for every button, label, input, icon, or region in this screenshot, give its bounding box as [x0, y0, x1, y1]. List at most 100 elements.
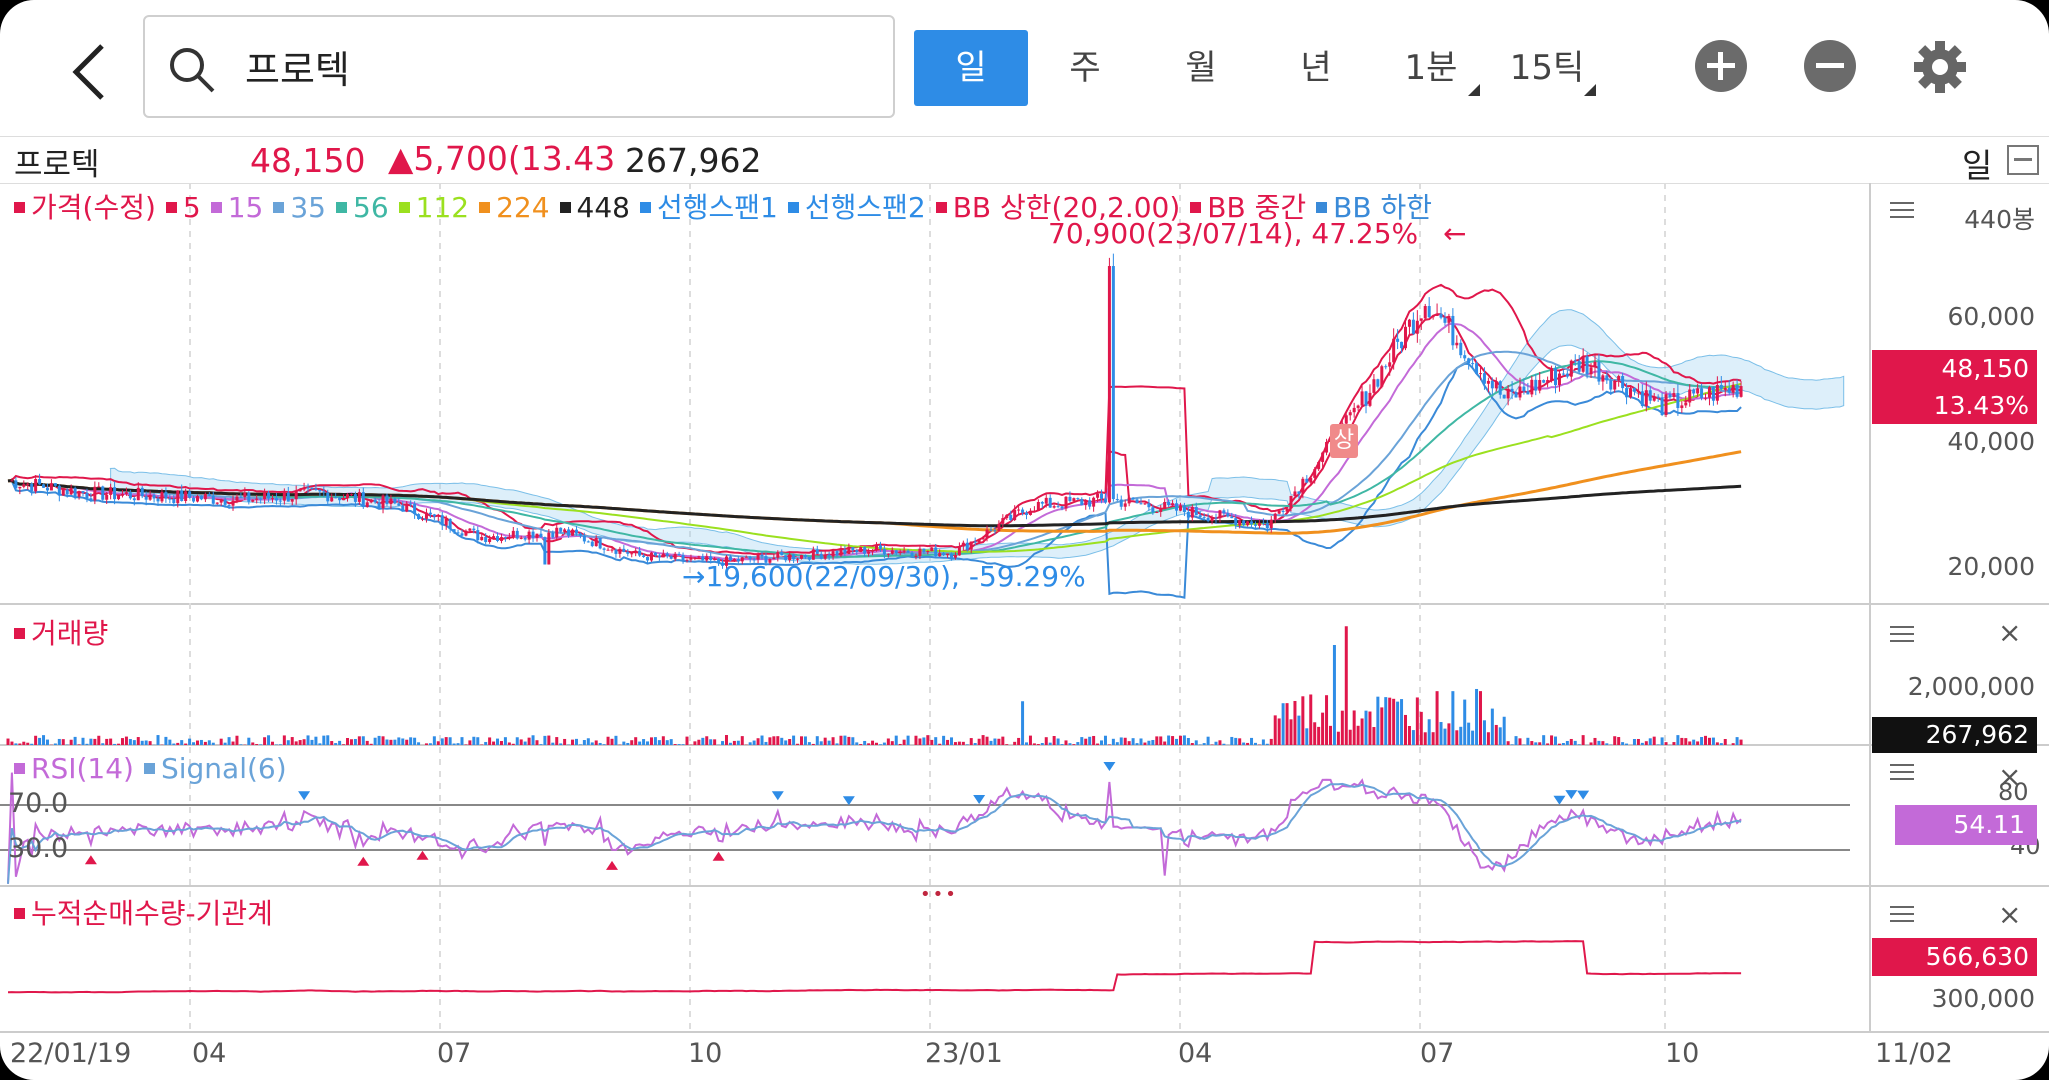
- volume-menu-icon[interactable]: [1890, 626, 1914, 644]
- candle-body: [950, 553, 954, 558]
- candle-body: [815, 549, 819, 554]
- quote-bar: 프로텍 48,150 ▲5,700(13.43 267,962 일: [0, 137, 2049, 185]
- volume-bar: [349, 739, 353, 745]
- candle-body: [677, 553, 681, 556]
- rsi-close-icon[interactable]: ×: [1998, 760, 2022, 793]
- candle-body: [1151, 507, 1155, 513]
- volume-bar: [1676, 735, 1680, 745]
- candle-body: [468, 528, 472, 531]
- candle-body: [85, 492, 89, 499]
- expand-icon[interactable]: [2007, 145, 2039, 175]
- candle-body: [1510, 388, 1514, 392]
- volume-bar: [1100, 740, 1104, 745]
- rsi-menu-icon[interactable]: [1890, 764, 1914, 782]
- volume-bar: [1044, 737, 1048, 745]
- price-plot: [7, 253, 1845, 599]
- volume-bar: [180, 740, 184, 745]
- volume-bar: [886, 738, 890, 745]
- candle-body: [452, 529, 456, 533]
- volume-bar: [768, 737, 772, 745]
- flow-close-icon[interactable]: ×: [1998, 898, 2022, 931]
- tab-15tick[interactable]: 15틱: [1490, 30, 1604, 106]
- candle-body: [432, 514, 436, 517]
- zoom-in-button[interactable]: [1695, 40, 1747, 92]
- back-button[interactable]: [68, 40, 114, 104]
- flow-menu-icon[interactable]: [1890, 906, 1914, 924]
- volume-bar: [77, 744, 81, 745]
- tab-year[interactable]: 년: [1300, 48, 1332, 88]
- sell-signal-arrow: [1577, 790, 1590, 800]
- volume-bar: [574, 738, 578, 745]
- candle-body: [1700, 388, 1704, 398]
- candle-body: [875, 545, 878, 551]
- legend-item: BB 상한(20,2.00): [935, 191, 1180, 224]
- candle-body: [1684, 402, 1688, 406]
- candle-body: [780, 552, 784, 556]
- candle-body: [1360, 391, 1364, 406]
- buy-signal-arrow: [357, 856, 370, 866]
- candle-body: [1309, 477, 1313, 483]
- candle-body: [1005, 514, 1009, 519]
- volume-bar: [172, 743, 176, 745]
- candle-body: [1573, 360, 1577, 362]
- candle-body: [369, 499, 373, 503]
- candle-body: [1111, 266, 1115, 500]
- volume-bar: [26, 742, 30, 745]
- volume-bar: [1269, 738, 1273, 745]
- volume-bar: [405, 739, 409, 745]
- candle-body: [278, 500, 282, 502]
- candle-body: [1052, 506, 1056, 508]
- volume-bar: [1186, 738, 1190, 745]
- volume-bar: [1250, 737, 1254, 745]
- candle-body: [381, 495, 385, 509]
- volume-bar: [1510, 744, 1514, 745]
- candle-body: [535, 533, 539, 538]
- buy-signal-arrow: [416, 850, 429, 860]
- volume-bar: [101, 743, 105, 745]
- tab-day[interactable]: 일: [914, 30, 1028, 106]
- tab-week[interactable]: 주: [1069, 48, 1101, 88]
- candle-body: [1238, 520, 1242, 526]
- candle-body: [251, 499, 255, 502]
- volume-bar: [1636, 738, 1640, 745]
- candle-body: [1348, 412, 1352, 416]
- candle-body: [1273, 513, 1277, 520]
- x-tick: 11/02: [1875, 1038, 1953, 1069]
- candle-body: [1281, 510, 1285, 512]
- price-menu-icon[interactable]: [1890, 202, 1914, 220]
- volume-bar: [875, 742, 878, 745]
- search-input[interactable]: 프로텍: [143, 15, 895, 118]
- zoom-out-button[interactable]: [1804, 40, 1856, 92]
- volume-bar: [740, 736, 744, 745]
- volume-bar: [326, 735, 330, 745]
- candle-body: [1100, 493, 1104, 499]
- volume-bar: [1735, 737, 1739, 745]
- candle-body: [1593, 361, 1597, 368]
- volume-bar: [523, 741, 527, 745]
- candle-body: [914, 555, 918, 557]
- candle-body: [1514, 391, 1518, 398]
- candle-body: [1115, 499, 1119, 501]
- candle-body: [192, 497, 196, 502]
- tab-1min[interactable]: 1분: [1374, 30, 1488, 106]
- tab-month[interactable]: 월: [1185, 48, 1217, 88]
- candle-body: [653, 552, 657, 556]
- volume-close-icon[interactable]: ×: [1998, 616, 2022, 649]
- candle-body: [1064, 496, 1068, 509]
- candle-body: [1025, 512, 1029, 515]
- volume-bar: [231, 741, 235, 745]
- candle-body: [89, 498, 93, 501]
- volume-bar: [1088, 736, 1092, 745]
- settings-button[interactable]: [1913, 40, 1967, 94]
- candle-body: [878, 545, 882, 549]
- volume-bar: [582, 740, 586, 745]
- sell-signal-arrow: [298, 791, 311, 801]
- volume-bar: [42, 735, 46, 745]
- more-indicator[interactable]: •••: [920, 884, 958, 905]
- candle-body: [1577, 360, 1581, 372]
- candle-body: [1277, 510, 1281, 514]
- volume-bar: [318, 743, 322, 745]
- volume-bar: [1403, 714, 1407, 745]
- volume-bar: [476, 737, 480, 745]
